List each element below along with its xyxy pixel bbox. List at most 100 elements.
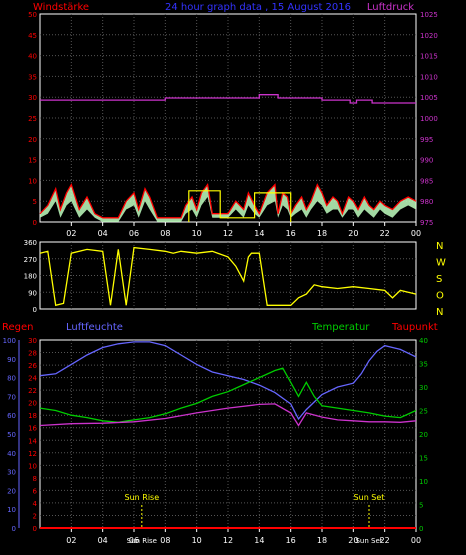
rain-tick-label: 14: [28, 437, 37, 445]
wind-tick-label: 50: [28, 11, 37, 19]
wind-tick-label: 35: [28, 73, 37, 81]
direction-tick-label: 270: [24, 256, 37, 264]
compass-label: W: [436, 258, 446, 269]
pressure-tick-label: 975: [420, 219, 433, 227]
x-tick-label: 08: [160, 536, 170, 545]
x-tick-label: 20: [348, 536, 358, 545]
direction-tick-label: 180: [24, 273, 37, 281]
chart1-right-ticks: 975 980 985 990 995 1000 1005 1010 1015 1020 1025: [420, 11, 438, 227]
sun-markers: Sun Rise Sun Set Sun Rise Sun Set: [125, 493, 385, 545]
pressure-tick-label: 980: [420, 198, 433, 206]
dewpoint-label: Taupunkt: [391, 322, 438, 333]
humidity-label: Luftfeuchte: [66, 322, 123, 333]
chart1-left-ticks: 0 5 10 15 20 25 30 35 40 45 50: [28, 11, 37, 227]
humidity-tick-label: 30: [7, 469, 16, 477]
direction-tick-label: 90: [28, 289, 37, 297]
chart1-grid: [40, 14, 416, 222]
x-tick-label: 18: [317, 536, 327, 545]
x-tick-label: 10: [192, 229, 202, 238]
wind-tick-label: 20: [28, 136, 37, 144]
chart2-left-ticks: 0 90 180 270 360: [24, 239, 37, 314]
pressure-tick-label: 1015: [420, 53, 438, 61]
temp-tick-label: 20: [419, 431, 428, 439]
chart3-series: [39, 341, 417, 529]
pressure-line: [40, 94, 416, 104]
pressure-tick-label: 1000: [420, 115, 438, 123]
x-tick-label: 16: [286, 536, 296, 545]
chart3-humidity-ticks: 0 10 20 30 40 50 60 70 80 90 100: [3, 337, 16, 533]
temp-tick-label: 40: [419, 337, 428, 345]
compass-label: O: [436, 291, 444, 302]
temp-tick-label: 15: [419, 455, 428, 463]
x-tick-label: 20: [348, 229, 358, 238]
sunrise-axis-label: Sun Rise: [127, 537, 157, 545]
rain-tick-label: 22: [28, 387, 37, 395]
chart1-title: 24 hour graph data , 15 August 2016: [165, 2, 351, 13]
temperature-line: [39, 367, 417, 423]
rain-tick-label: 4: [33, 500, 38, 508]
temp-tick-label: 30: [419, 384, 428, 392]
x-tick-label: 16: [286, 229, 296, 238]
rain-tick-label: 18: [28, 412, 37, 420]
chart1-frame: [39, 13, 417, 223]
humidity-tick-label: 80: [7, 375, 16, 383]
wind-pressure-chart: 24 hour graph data , 15 August 2016 Wind…: [28, 2, 438, 238]
sunset-axis-label: Sun Set: [355, 537, 382, 545]
rain-label: Regen: [2, 322, 34, 333]
gust-line: [39, 182, 417, 219]
rain-tick-label: 6: [33, 487, 38, 495]
temperature-label: Temperatur: [311, 322, 370, 333]
wind-tick-label: 15: [28, 157, 37, 165]
x-tick-label: 22: [380, 229, 390, 238]
temp-tick-label: 0: [419, 525, 423, 533]
rain-tick-label: 2: [33, 512, 37, 520]
rain-tick-label: 24: [28, 375, 37, 383]
temp-tick-label: 5: [419, 502, 423, 510]
chart1-series: [39, 94, 417, 222]
rain-tick-label: 0: [33, 525, 37, 533]
x-tick-label: 04: [98, 229, 108, 238]
pressure-tick-label: 995: [420, 136, 433, 144]
pressure-tick-label: 990: [420, 157, 433, 165]
x-tick-label: 12: [223, 536, 233, 545]
sunrise-label: Sun Rise: [125, 493, 160, 502]
wind-tick-label: 0: [33, 219, 37, 227]
pressure-axis-label: Luftdruck: [367, 2, 414, 13]
compass-label: N: [436, 241, 443, 252]
rain-tick-label: 10: [28, 462, 37, 470]
chart3-temp-ticks: 0 5 10 15 20 25 30 35 40: [419, 337, 428, 533]
humidity-tick-label: 40: [7, 450, 16, 458]
x-tick-label: 10: [192, 536, 202, 545]
dewpoint-line: [39, 403, 417, 427]
x-tick-label: 02: [66, 229, 76, 238]
chart3-x-ticks: 02 04 06 08 10 12 14 16 18 20 22 00: [66, 528, 421, 545]
humidity-tick-label: 50: [7, 431, 16, 439]
x-tick-label: 08: [160, 229, 170, 238]
rain-tick-label: 28: [28, 350, 37, 358]
pressure-tick-label: 1020: [420, 32, 438, 40]
rain-tick-label: 26: [28, 362, 37, 370]
chart3-grid: [40, 340, 416, 528]
x-tick-label: 12: [223, 229, 233, 238]
temp-tick-label: 25: [419, 408, 428, 416]
humidity-tick-label: 0: [12, 525, 16, 533]
humidity-tick-label: 70: [7, 393, 16, 401]
humidity-tick-label: 90: [7, 356, 16, 364]
sunset-label: Sun Set: [354, 493, 385, 502]
wind-box-line: [188, 190, 292, 222]
rain-tick-label: 8: [33, 475, 37, 483]
x-tick-label: 06: [129, 229, 139, 238]
rain-tick-label: 12: [28, 450, 37, 458]
temp-tick-label: 35: [419, 361, 428, 369]
wind-tick-label: 40: [28, 53, 37, 61]
temp-tick-label: 10: [419, 478, 428, 486]
direction-line: [39, 246, 417, 307]
chart2-grid: [40, 242, 416, 309]
wind-tick-label: 25: [28, 115, 37, 123]
x-tick-label: 00: [411, 229, 421, 238]
direction-tick-label: 0: [33, 306, 37, 314]
